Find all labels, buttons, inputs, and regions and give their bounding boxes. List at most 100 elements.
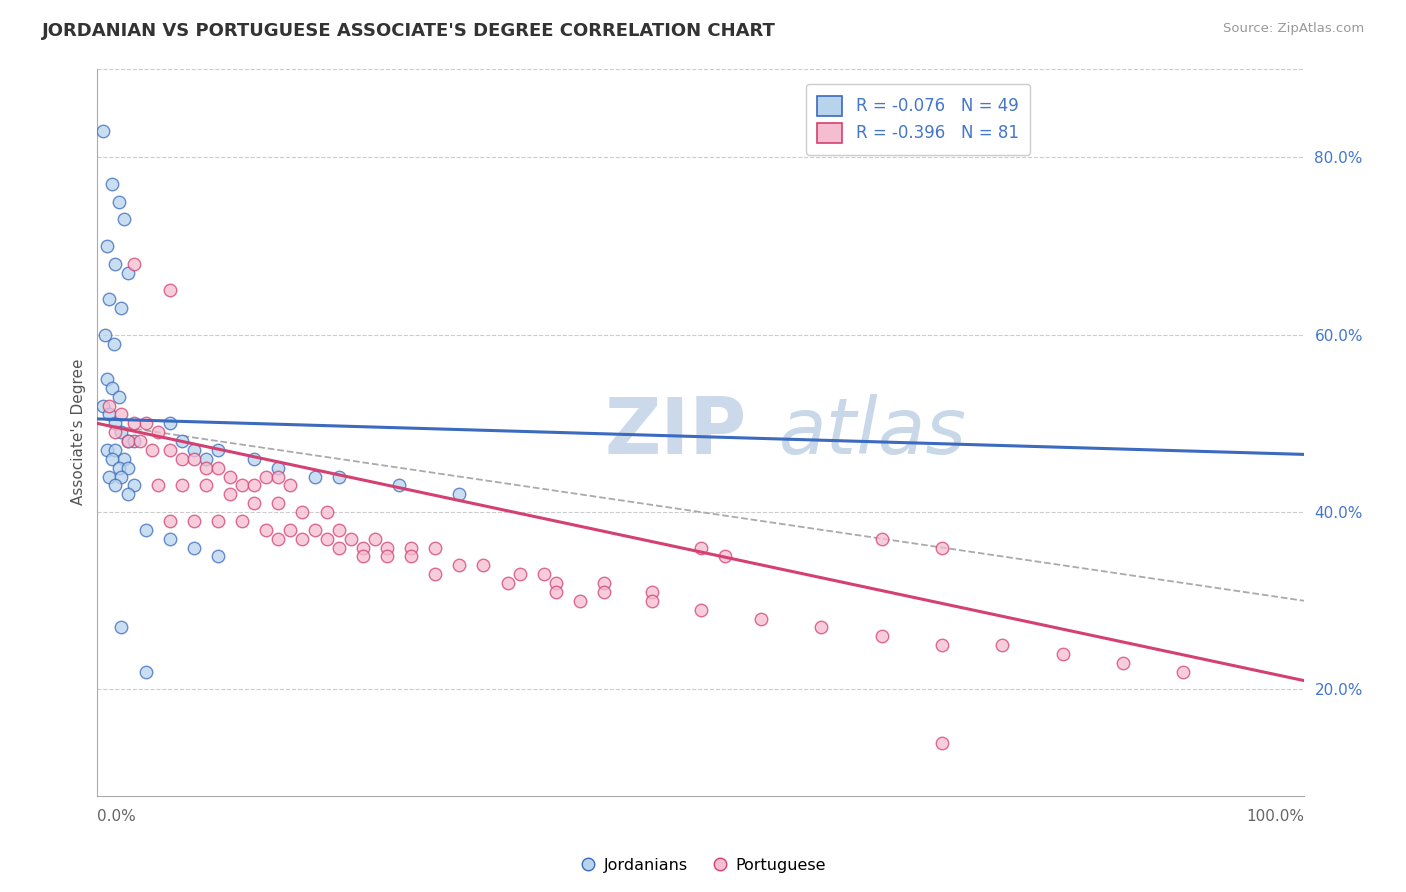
Point <box>291 505 314 519</box>
Point <box>122 434 145 448</box>
Point <box>399 541 422 555</box>
Point <box>243 496 266 510</box>
Point <box>98 399 121 413</box>
Point <box>104 442 127 457</box>
Point <box>219 487 242 501</box>
Point <box>104 417 127 431</box>
Point <box>304 523 326 537</box>
Point <box>108 390 131 404</box>
Point <box>472 558 495 573</box>
Point <box>183 442 205 457</box>
Point <box>641 593 664 607</box>
Point <box>183 541 205 555</box>
Text: ZIP: ZIP <box>605 394 747 470</box>
Point <box>280 478 302 492</box>
Point <box>122 257 145 271</box>
Text: 0.0%: 0.0% <box>97 809 136 824</box>
Point <box>304 469 326 483</box>
Point <box>1112 656 1135 670</box>
Point <box>328 541 350 555</box>
Text: Source: ZipAtlas.com: Source: ZipAtlas.com <box>1223 22 1364 36</box>
Point <box>399 549 422 564</box>
Point <box>141 442 163 457</box>
Point <box>110 469 132 483</box>
Point <box>749 611 772 625</box>
Point <box>108 460 131 475</box>
Point <box>103 336 125 351</box>
Point <box>641 585 664 599</box>
Point <box>98 292 121 306</box>
Point <box>388 478 411 492</box>
Point <box>207 460 229 475</box>
Point <box>593 576 616 591</box>
Point <box>280 523 302 537</box>
Point <box>117 266 139 280</box>
Point <box>352 541 374 555</box>
Point <box>364 532 387 546</box>
Point <box>183 514 205 528</box>
Point <box>98 408 121 422</box>
Point <box>533 567 555 582</box>
Point <box>104 478 127 492</box>
Point <box>267 460 290 475</box>
Point <box>243 451 266 466</box>
Point <box>135 665 157 679</box>
Point <box>194 478 217 492</box>
Point <box>101 381 124 395</box>
Point <box>96 372 118 386</box>
Point <box>352 549 374 564</box>
Y-axis label: Associate's Degree: Associate's Degree <box>72 359 86 506</box>
Point <box>159 442 181 457</box>
Point <box>231 478 253 492</box>
Point <box>93 327 115 342</box>
Point <box>170 451 193 466</box>
Point <box>339 532 361 546</box>
Point <box>117 460 139 475</box>
Text: 100.0%: 100.0% <box>1246 809 1303 824</box>
Point <box>267 469 290 483</box>
Text: atlas: atlas <box>779 394 967 470</box>
Point <box>96 239 118 253</box>
Point <box>112 451 135 466</box>
Point <box>991 638 1014 652</box>
Point <box>931 638 953 652</box>
Point <box>135 417 157 431</box>
Point <box>159 532 181 546</box>
Point <box>104 425 127 440</box>
Point <box>112 212 135 227</box>
Point <box>496 576 519 591</box>
Point <box>93 123 115 137</box>
Point <box>267 532 290 546</box>
Point <box>207 442 229 457</box>
Point <box>194 451 217 466</box>
Point <box>569 593 592 607</box>
Point <box>254 523 277 537</box>
Point <box>291 532 314 546</box>
Point <box>110 425 132 440</box>
Point <box>110 620 132 634</box>
Point <box>425 567 447 582</box>
Point <box>689 602 711 616</box>
Point <box>104 257 127 271</box>
Point <box>110 301 132 315</box>
Point <box>449 487 471 501</box>
Point <box>375 549 398 564</box>
Point <box>135 523 157 537</box>
Point <box>219 469 242 483</box>
Point <box>183 451 205 466</box>
Point <box>593 585 616 599</box>
Point <box>117 434 139 448</box>
Point <box>194 460 217 475</box>
Point <box>110 408 132 422</box>
Point <box>207 549 229 564</box>
Point <box>170 478 193 492</box>
Point <box>207 514 229 528</box>
Point <box>810 620 832 634</box>
Point <box>1173 665 1195 679</box>
Point <box>122 478 145 492</box>
Point <box>108 194 131 209</box>
Point <box>117 487 139 501</box>
Point <box>170 434 193 448</box>
Point <box>159 417 181 431</box>
Legend: R = -0.076   N = 49, R = -0.396   N = 81: R = -0.076 N = 49, R = -0.396 N = 81 <box>806 84 1031 155</box>
